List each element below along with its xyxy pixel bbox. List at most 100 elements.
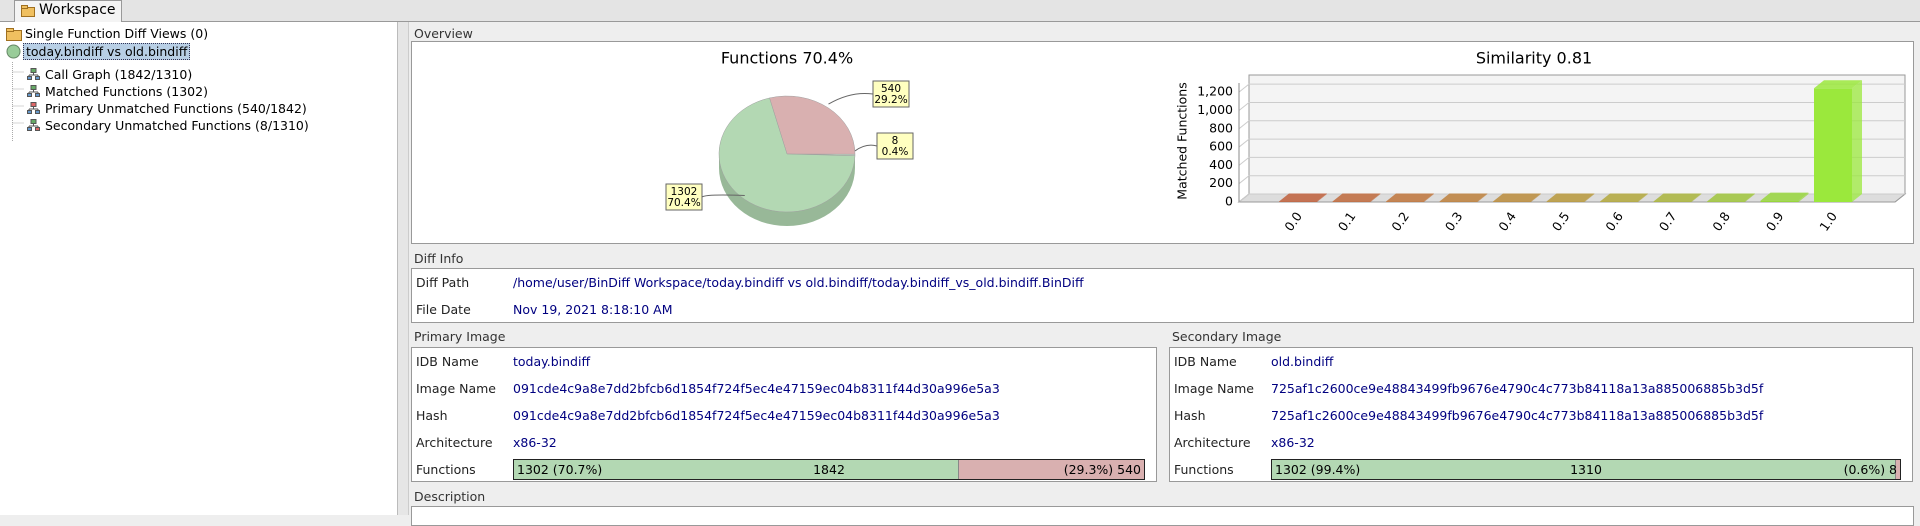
x-tick-label: 0.2 — [1388, 209, 1412, 234]
y-tick-label: 800 — [1209, 120, 1233, 135]
bar-title: Similarity 0.81 — [1476, 49, 1592, 68]
tree-node[interactable]: Primary Unmatched Functions (540/1842) — [45, 101, 307, 116]
row-key: Diff Path — [412, 275, 513, 290]
row-value: 091cde4c9a8e7dd2bfcb6d1854f724f5ec4e4715… — [513, 381, 1000, 396]
function-bar: 1302 (70.7%)1842(29.3%) 540 — [513, 459, 1145, 480]
row-key: IDB Name — [1170, 354, 1271, 369]
y-tick-label: 1,200 — [1197, 84, 1233, 99]
row-key: Functions — [1170, 462, 1271, 477]
callout-percent: 0.4% — [882, 146, 909, 158]
icon-part — [31, 69, 36, 73]
folder-icon — [6, 27, 22, 41]
x-tick-label: 0.0 — [1281, 209, 1305, 234]
row-value: today.bindiff — [513, 354, 590, 369]
row-value: 091cde4c9a8e7dd2bfcb6d1854f724f5ec4e4715… — [513, 408, 1000, 423]
icon-part — [28, 128, 32, 131]
icon-part — [31, 103, 36, 107]
row-key: Architecture — [412, 435, 513, 450]
x-tick-label: 0.3 — [1442, 209, 1466, 234]
row-key: Image Name — [412, 381, 513, 396]
total-label: 1310 — [1272, 462, 1900, 477]
group-title: Primary Image — [414, 329, 505, 344]
back-wall — [1239, 75, 1905, 202]
diff-icon — [6, 44, 21, 59]
row-key: Architecture — [1170, 435, 1271, 450]
diff-info-box: Diff Path/home/user/BinDiff Workspace/to… — [411, 268, 1914, 323]
group-title: Diff Info — [414, 251, 463, 266]
x-tick-label: 0.5 — [1549, 209, 1573, 234]
function-bar: 1302 (99.4%)1310(0.6%) 8 — [1271, 459, 1901, 480]
x-tick-label: 0.7 — [1656, 209, 1680, 234]
y-tick-label: 1,000 — [1197, 102, 1233, 117]
info-row: Diff Path/home/user/BinDiff Workspace/to… — [412, 269, 1913, 295]
tab[interactable]: Workspace — [14, 0, 122, 22]
callout-percent: 29.2% — [874, 94, 907, 106]
icon-part — [31, 86, 36, 90]
row-value: x86-32 — [513, 435, 557, 450]
icon-part — [28, 111, 32, 114]
group-title: Secondary Image — [1172, 329, 1281, 344]
page: Workspace Single Function Diff Views (0)… — [0, 0, 1920, 515]
bar — [1761, 201, 1799, 202]
tree-root[interactable]: Single Function Diff Views (0) — [25, 26, 208, 41]
x-tick-label: 0.8 — [1709, 209, 1733, 234]
y-tick-label: 0 — [1225, 194, 1233, 209]
bar — [1814, 88, 1852, 202]
node-icon — [27, 68, 40, 80]
row-value: x86-32 — [1271, 435, 1315, 450]
pie-title: Functions 70.4% — [721, 49, 853, 68]
row-key: Hash — [1170, 408, 1271, 423]
row-key: File Date — [412, 302, 513, 317]
unmatched-label: (29.3%) 540 — [1064, 462, 1141, 477]
tree-panel: Single Function Diff Views (0) today.bin… — [0, 22, 398, 515]
row-key: Hash — [412, 408, 513, 423]
tree-lines — [12, 62, 24, 142]
tree-node[interactable]: Call Graph (1842/1310) — [45, 67, 192, 82]
y-tick-label: 400 — [1209, 157, 1233, 172]
icon-part — [31, 120, 36, 124]
icon-part — [36, 111, 40, 114]
callout-line — [855, 145, 877, 151]
node-icon — [27, 85, 40, 97]
description-box — [411, 506, 1914, 526]
tree-diff[interactable]: today.bindiff vs old.bindiff — [23, 43, 190, 60]
row-value: 725af1c2600ce9e48843499fb9676e4790c4c773… — [1271, 408, 1763, 423]
icon-part — [28, 94, 32, 97]
node-icon — [27, 102, 40, 114]
total-label: 1842 — [514, 462, 1144, 477]
charts: Functions 70.4% Similarity 0.81 Matched … — [411, 26, 1914, 242]
tab-bar: Workspace — [0, 0, 1920, 22]
callout-line — [829, 93, 873, 104]
bar-side — [1852, 80, 1862, 202]
group-title: Description — [414, 489, 485, 504]
row-key: Image Name — [1170, 381, 1271, 396]
tab-label: Workspace — [39, 2, 116, 18]
icon-part — [28, 77, 32, 80]
y-axis-label: Matched Functions — [1175, 82, 1190, 199]
callout-percent: 70.4% — [667, 197, 700, 209]
y-tick-label: 200 — [1209, 175, 1233, 190]
row-value: /home/user/BinDiff Workspace/today.bindi… — [513, 275, 1084, 290]
tree-node[interactable]: Matched Functions (1302) — [45, 84, 208, 99]
unmatched-label: (0.6%) 8 — [1844, 462, 1897, 477]
icon-part — [36, 128, 40, 131]
row-value: old.bindiff — [1271, 354, 1333, 369]
splitter[interactable] — [398, 22, 409, 515]
row-key: Functions — [412, 462, 513, 477]
tree-node[interactable]: Secondary Unmatched Functions (8/1310) — [45, 118, 309, 133]
icon-part — [36, 94, 40, 97]
row-value: Nov 19, 2021 8:18:10 AM — [513, 302, 673, 317]
row-key: IDB Name — [412, 354, 513, 369]
